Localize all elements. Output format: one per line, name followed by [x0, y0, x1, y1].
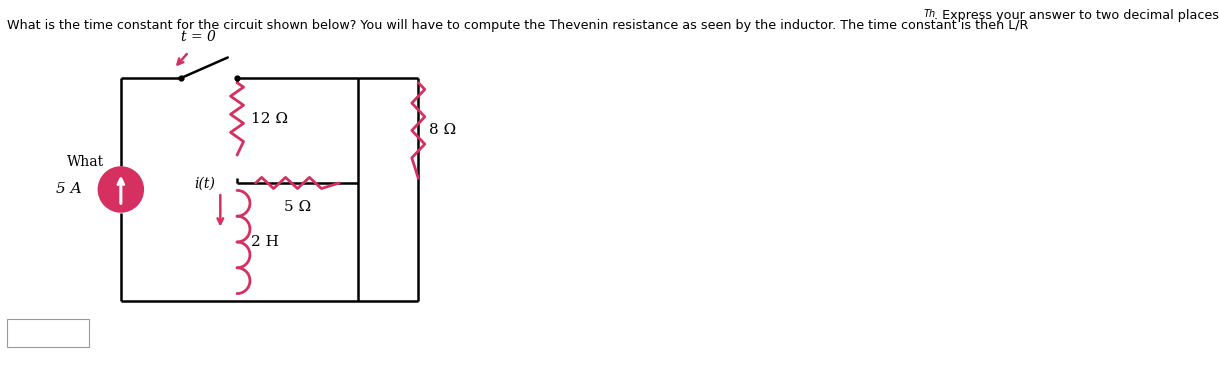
FancyBboxPatch shape	[7, 319, 89, 347]
Text: i(t): i(t)	[195, 176, 216, 191]
Text: Th: Th	[924, 9, 936, 19]
Text: What is the time constant for the circuit shown below? You will have to compute : What is the time constant for the circui…	[7, 19, 1029, 32]
Text: 8 Ω: 8 Ω	[429, 123, 457, 138]
Text: . Express your answer to two decimal places.: . Express your answer to two decimal pla…	[934, 9, 1219, 22]
Text: 12 Ω: 12 Ω	[251, 112, 288, 126]
Text: What: What	[67, 155, 104, 169]
Circle shape	[98, 166, 144, 213]
Text: t = 0: t = 0	[180, 30, 216, 45]
Text: 5 A: 5 A	[56, 182, 82, 196]
Text: 5 Ω: 5 Ω	[284, 200, 311, 214]
Text: 2 H: 2 H	[251, 235, 279, 249]
